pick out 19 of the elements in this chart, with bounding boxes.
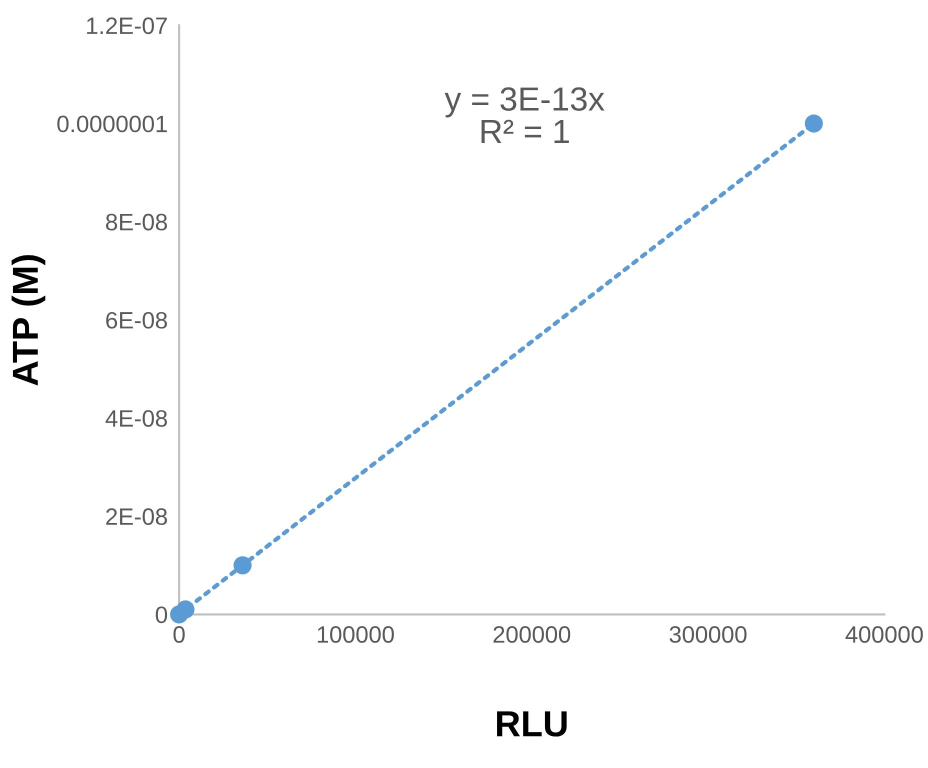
y-tick-label: 8E-08 bbox=[106, 214, 167, 230]
x-tick-label: 400000 bbox=[846, 626, 923, 643]
point bbox=[176, 600, 195, 619]
annotation: y = 3E-13x bbox=[444, 87, 604, 118]
y-tick-label: 6E-08 bbox=[106, 312, 167, 329]
y-tick-label: 4E-08 bbox=[106, 410, 167, 427]
x-tick-label: 300000 bbox=[670, 626, 747, 643]
point bbox=[234, 556, 252, 574]
y-tick-label: 2E-08 bbox=[106, 508, 167, 526]
y-tick-label: 0 bbox=[156, 606, 168, 624]
x-tick-label: 200000 bbox=[494, 626, 570, 643]
point bbox=[804, 114, 823, 133]
y-tick-label: 1.2E-07 bbox=[87, 17, 167, 34]
x-axis-title: RLU bbox=[497, 711, 567, 737]
annotation: R² = 1 bbox=[482, 120, 569, 143]
y-tick-label: 0.0000001 bbox=[57, 116, 167, 132]
x-tick-label: 100000 bbox=[318, 626, 394, 643]
y-axis-title: ATP (M) bbox=[12, 255, 46, 386]
x-tick-label: 0 bbox=[173, 626, 185, 643]
